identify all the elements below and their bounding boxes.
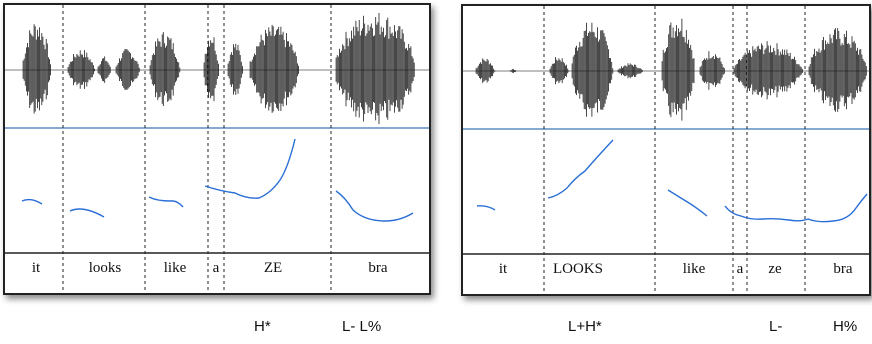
right-waveform (463, 18, 869, 121)
right-diagram (463, 6, 869, 294)
pitch-segment (724, 193, 868, 223)
left-word-6: bra (368, 260, 388, 276)
pitch-segment (547, 139, 614, 199)
left-diagram (5, 5, 429, 293)
left-boundaries (62, 5, 332, 293)
left-utterance-panel: it looks like a ZE bra (3, 3, 431, 295)
pitch-segment (148, 196, 184, 208)
right-word-3: like (682, 261, 706, 277)
right-utterance-panel: it LOOKS like a ze bra (461, 4, 871, 296)
pitch-segment (69, 208, 105, 218)
right-word-5: ze (768, 261, 782, 277)
right-word-1: it (498, 261, 508, 277)
tone-l-minus: L- (769, 318, 783, 335)
pitch-segment (667, 189, 708, 217)
left-word-1: it (31, 260, 41, 276)
left-word-4: a (212, 260, 220, 276)
pitch-segment (476, 205, 496, 211)
tone-h-percent: H% (833, 318, 858, 335)
pitch-segment (204, 138, 296, 199)
left-word-2: looks (88, 260, 122, 276)
right-word-6: bra (833, 261, 853, 277)
left-word-3: like (163, 260, 187, 276)
tone-l-plus-h-star: L+H* (568, 318, 602, 335)
pitch-segment (21, 198, 43, 205)
tone-h-star: H* (254, 318, 271, 335)
left-pitch-contour (21, 138, 414, 222)
left-waveform (5, 13, 429, 125)
right-pitch-contour (476, 139, 868, 223)
right-boundaries (543, 6, 806, 294)
right-word-2: LOOKS (552, 261, 603, 277)
tone-l-l-percent: L- L% (342, 318, 382, 335)
right-word-4: a (736, 261, 744, 277)
pitch-segment (335, 190, 414, 222)
left-word-5: ZE (263, 260, 283, 276)
